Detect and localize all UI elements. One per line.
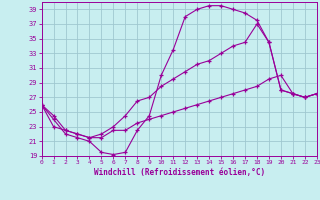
- X-axis label: Windchill (Refroidissement éolien,°C): Windchill (Refroidissement éolien,°C): [94, 168, 265, 177]
